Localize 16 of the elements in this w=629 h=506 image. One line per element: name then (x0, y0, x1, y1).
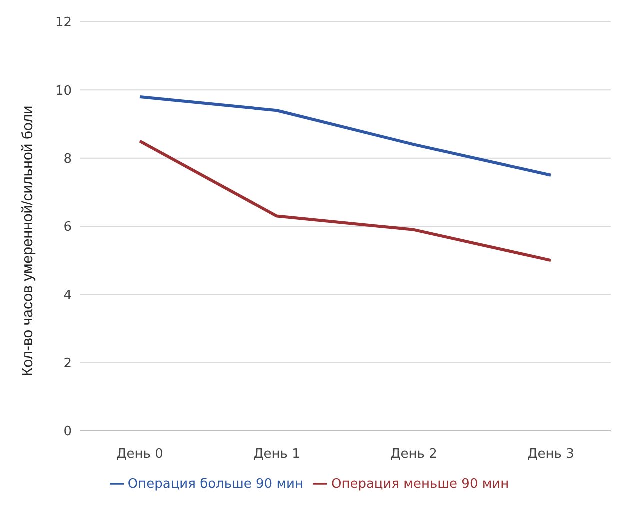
y-tick-label: 4 (64, 288, 72, 304)
y-tick-label: 10 (55, 84, 72, 99)
y-tick-label: 6 (64, 220, 72, 236)
y-tick-label: 12 (55, 16, 72, 31)
x-tick-label: День 3 (528, 447, 574, 462)
y-tick-label: 8 (64, 152, 72, 167)
y-axis-title: Кол-во часов умеренной/сильной боли (19, 106, 36, 376)
x-tick-label: День 2 (390, 447, 438, 462)
legend-label: Операция меньше 90 мин (331, 477, 510, 492)
y-tick-label: 0 (64, 424, 72, 440)
legend-label: Операция больше 90 мин (128, 477, 304, 492)
line-series (138, 95, 552, 177)
x-tick-label: День 0 (116, 447, 164, 462)
line-series (138, 140, 552, 262)
y-tick-label: 2 (64, 356, 72, 372)
x-tick-label: День 1 (254, 447, 300, 462)
